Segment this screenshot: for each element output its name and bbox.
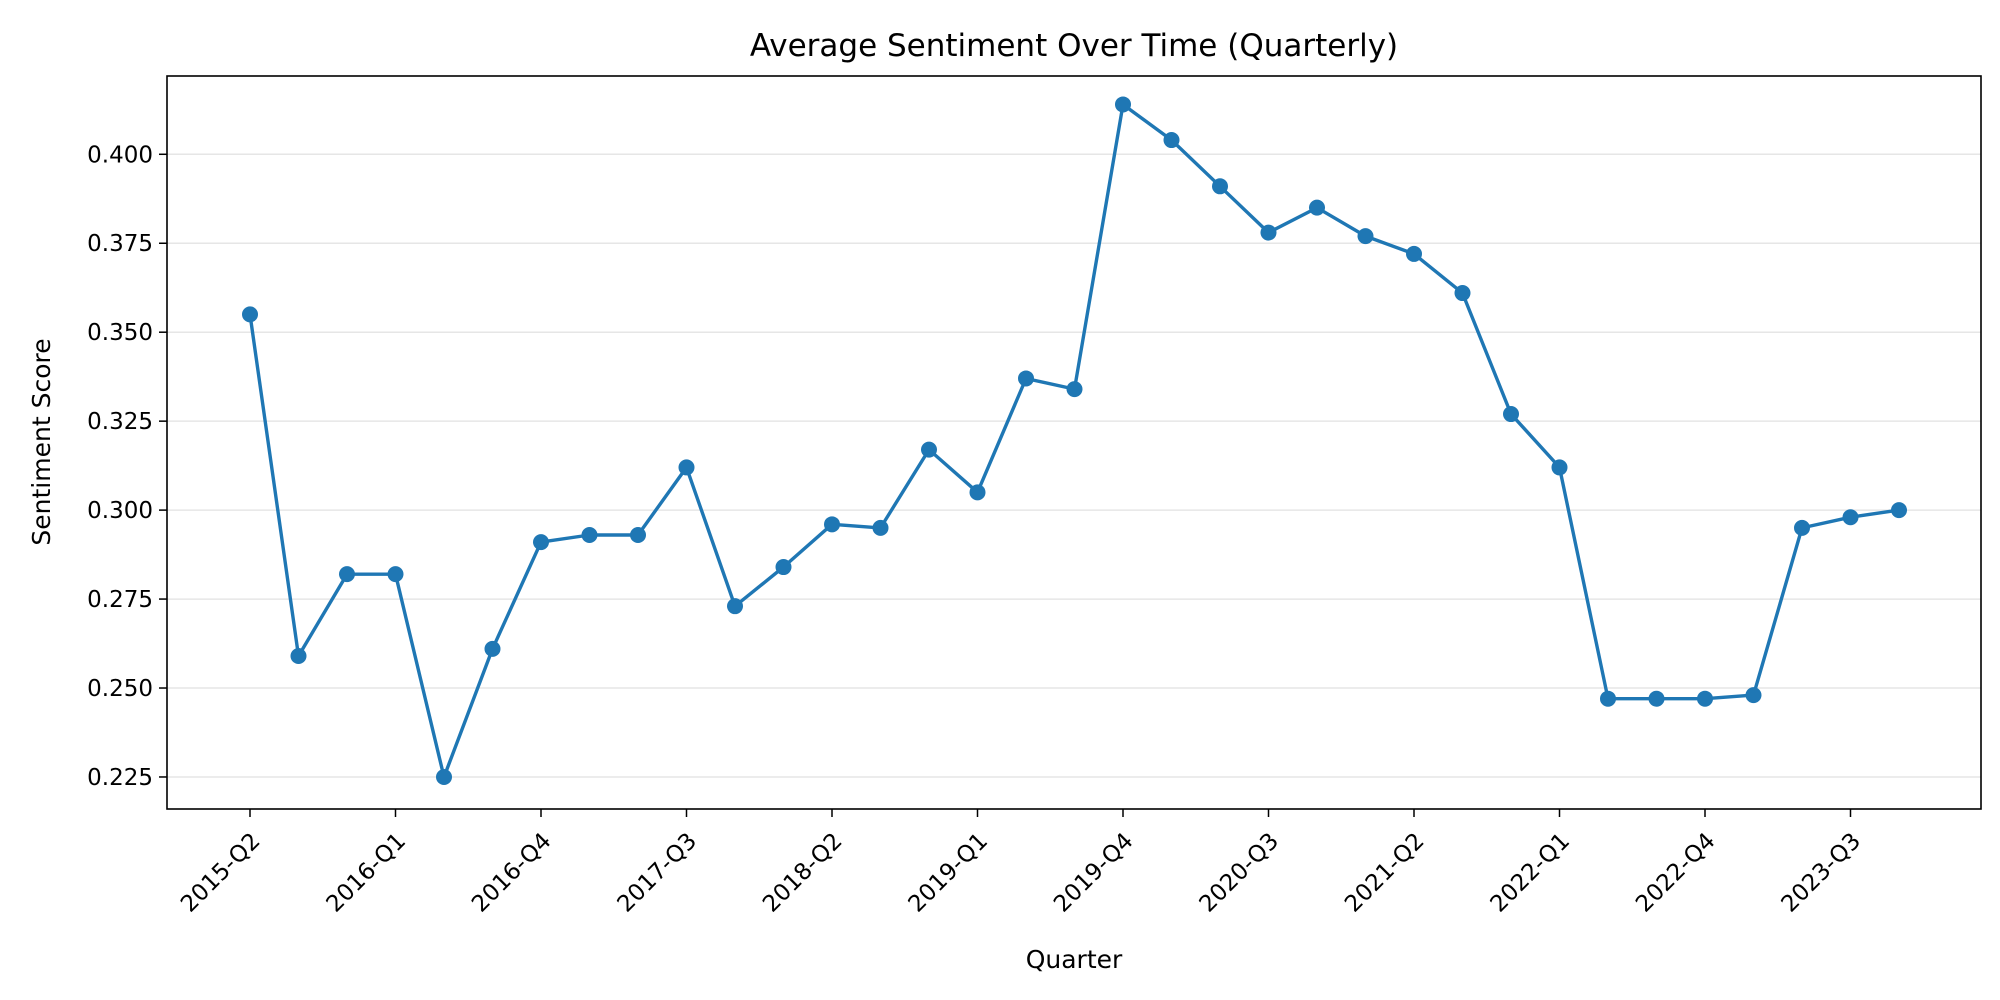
data-point — [1745, 687, 1762, 704]
x-tick-label: 2020-Q3 — [1195, 828, 1284, 917]
data-point — [387, 566, 404, 583]
y-tick-label: 0.400 — [87, 142, 153, 168]
data-point — [1018, 370, 1034, 387]
x-tick-label: 2019-Q4 — [1049, 828, 1138, 917]
series-line — [248, 102, 1900, 779]
plot-frame — [166, 75, 1982, 810]
grid-lines — [167, 153, 1981, 778]
x-tick-label: 2016-Q1 — [322, 828, 411, 917]
data-point — [436, 768, 452, 785]
y-tick-label: 0.275 — [87, 587, 153, 613]
x-tick-label: 2018-Q2 — [758, 828, 847, 917]
x-tick-label: 2019-Q1 — [904, 828, 993, 917]
data-point — [1600, 690, 1616, 707]
x-tick-label: 2017-Q3 — [613, 828, 702, 917]
data-point — [775, 559, 792, 576]
data-point — [339, 566, 355, 583]
data-point — [1212, 178, 1228, 195]
y-tick-label: 0.225 — [87, 765, 153, 791]
x-tick-label: 2022-Q4 — [1631, 828, 1720, 917]
data-point — [1891, 502, 1907, 519]
data-point — [1066, 381, 1083, 398]
y-tick-label: 0.250 — [87, 676, 153, 702]
data-point — [1309, 199, 1325, 216]
data-point — [630, 527, 646, 544]
y-axis-label: Sentiment Score — [27, 338, 56, 545]
y-tick-label: 0.350 — [87, 320, 153, 346]
data-point — [1163, 132, 1180, 149]
data-point — [1357, 228, 1374, 245]
x-axis-label: Quarter — [1026, 945, 1123, 974]
data-point — [824, 516, 840, 533]
data-point — [290, 647, 307, 664]
data-point — [1260, 224, 1277, 241]
data-point — [242, 306, 258, 323]
data-point — [872, 519, 889, 536]
data-point — [1648, 690, 1665, 707]
data-point — [1551, 459, 1568, 476]
data-point — [1454, 285, 1471, 302]
data-point — [1406, 245, 1422, 262]
data-point — [533, 534, 549, 551]
data-point — [484, 640, 501, 657]
x-tick-label: 2021-Q2 — [1340, 828, 1429, 917]
data-point — [1794, 519, 1810, 536]
data-point — [921, 441, 937, 458]
x-tick-label: 2023-Q3 — [1777, 828, 1866, 917]
data-point — [727, 598, 743, 615]
y-axis-ticks: 0.225 0.250 0.275 0.300 0.325 0.350 0.375 0.400 — [87, 142, 167, 791]
data-point — [1115, 96, 1131, 113]
data-point — [581, 527, 598, 544]
data-point — [1697, 690, 1713, 707]
x-axis-ticks: 2015-Q2 2016-Q1 2016-Q4 2017-Q3 2018-Q2 2019-… — [176, 809, 1866, 918]
chart-title: Average Sentiment Over Time (Quarterly) — [750, 28, 1398, 64]
y-tick-label: 0.375 — [87, 231, 153, 257]
y-tick-label: 0.325 — [87, 409, 153, 435]
series — [242, 96, 1907, 785]
data-point — [969, 484, 986, 501]
x-tick-label: 2022-Q1 — [1486, 828, 1575, 917]
x-tick-label: 2016-Q4 — [467, 828, 556, 917]
x-tick-label: 2015-Q2 — [176, 828, 265, 917]
data-point — [1842, 509, 1859, 526]
y-tick-label: 0.300 — [87, 498, 153, 524]
data-point — [678, 459, 695, 476]
data-point — [1503, 406, 1519, 423]
